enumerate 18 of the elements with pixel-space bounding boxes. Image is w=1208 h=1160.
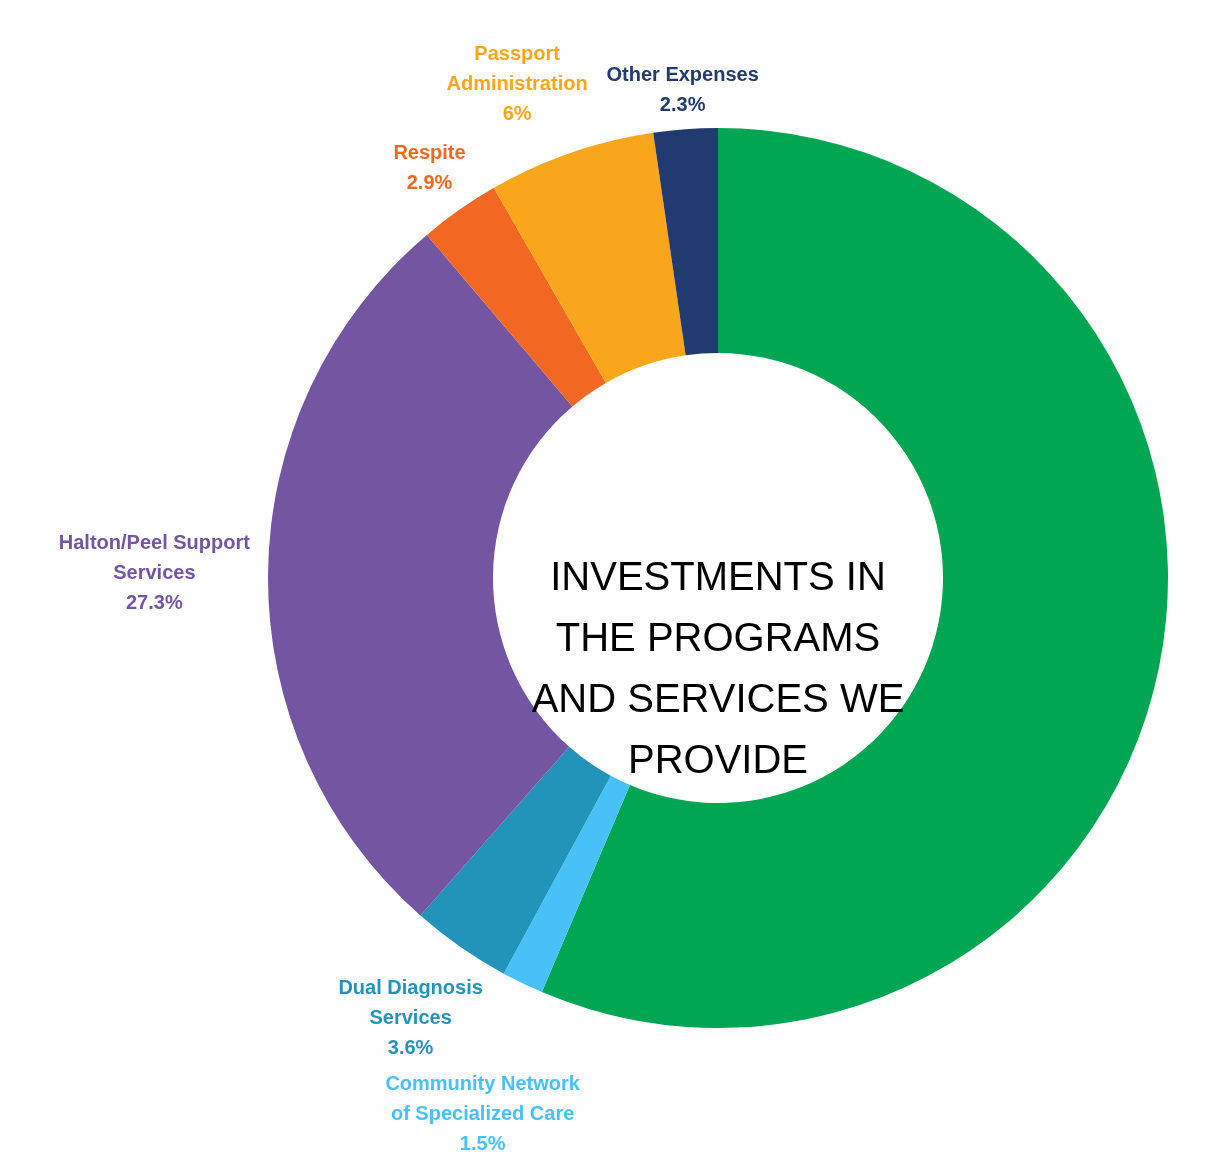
data-label: 2.9%	[406, 170, 453, 193]
slice-label: Community Network of Specialized Care	[385, 1072, 581, 1125]
data-label: 3.6%	[387, 1036, 434, 1059]
donut-slice	[420, 746, 611, 974]
text: INVESTMENTS IN THE PROGRAMS AND SERVICES WE PROVIDE	[531, 554, 905, 781]
slice-label: Respite	[393, 140, 466, 163]
donut-slice	[426, 187, 606, 407]
data-label: 6%	[502, 101, 532, 124]
donut-slice	[653, 128, 718, 356]
slice-label: Passport Administration	[446, 41, 588, 94]
slice-label: Other Expenses	[606, 62, 759, 85]
donut-slice	[503, 775, 630, 993]
slice-label: Halton/Peel Support Services	[58, 530, 251, 583]
data-label: 27.3%	[126, 590, 183, 613]
slice-label: Dual Diagnosis Services	[338, 976, 483, 1029]
data-label: 2.3%	[659, 92, 706, 115]
data-label: 1.5%	[459, 1132, 506, 1155]
donut-slice	[493, 132, 686, 383]
